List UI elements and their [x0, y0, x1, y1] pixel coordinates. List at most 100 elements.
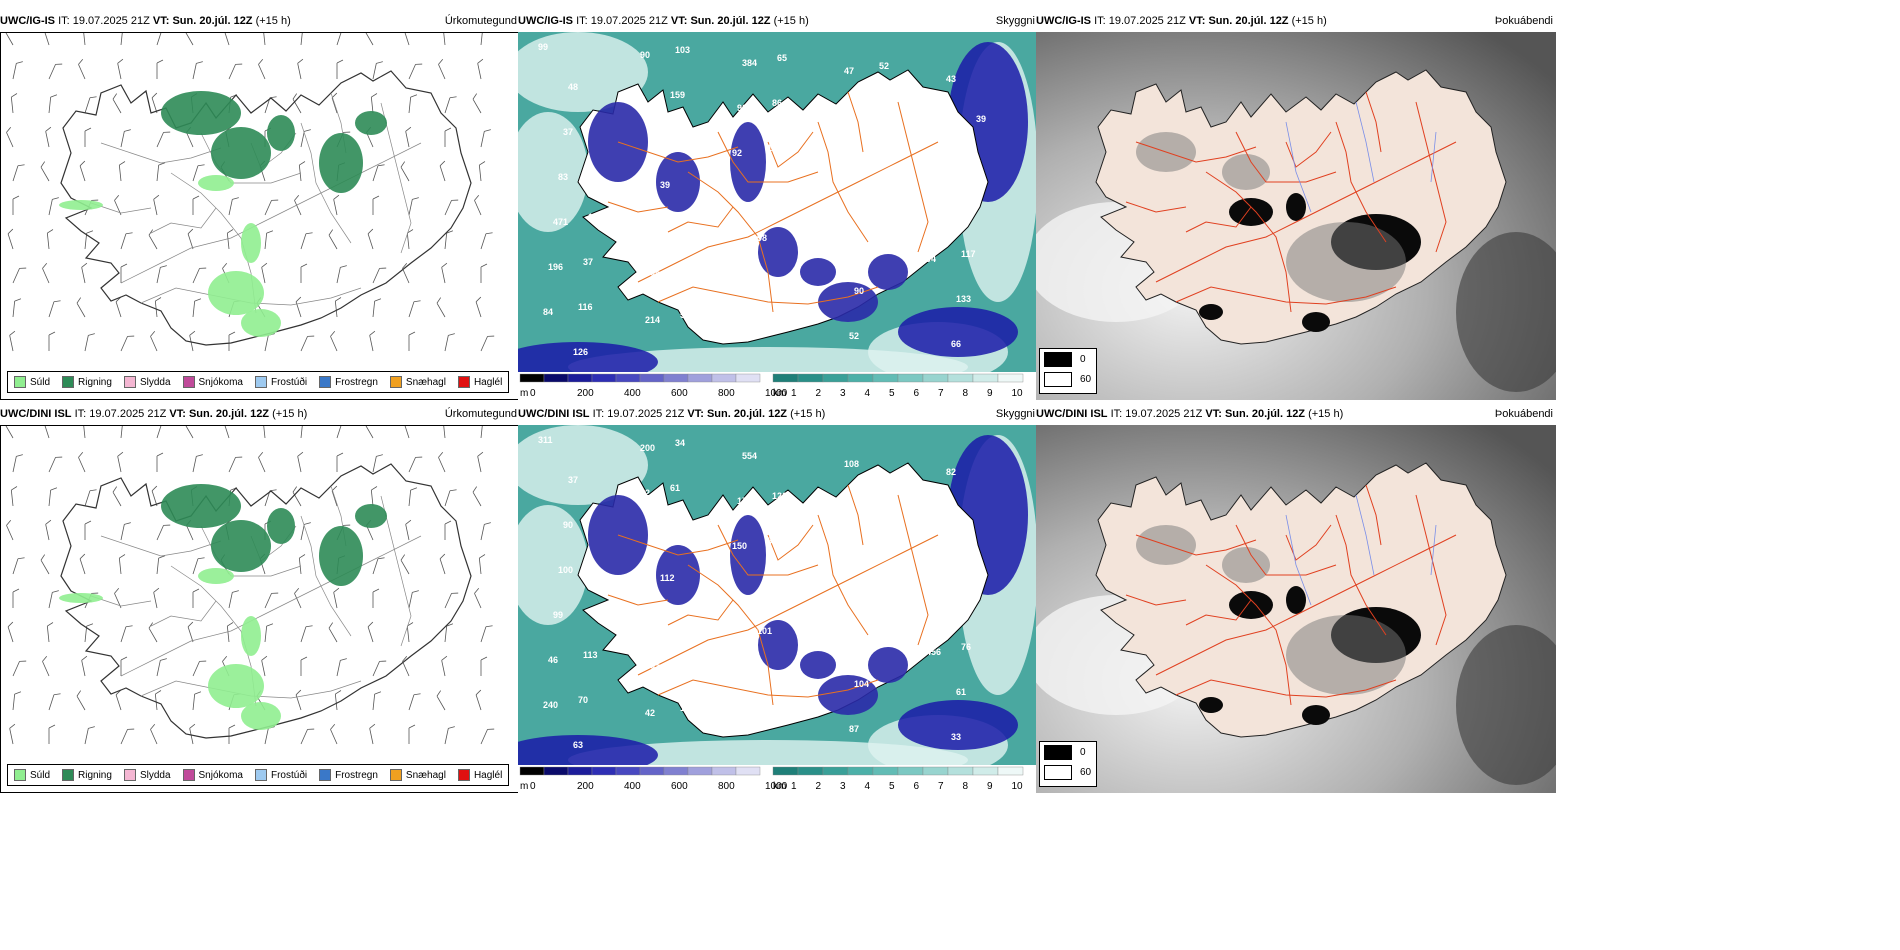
valid-time: Sun. 20.júl. 12Z	[1224, 408, 1306, 420]
legend-item-slydda: Slydda	[123, 769, 171, 781]
height-tick: 0	[530, 781, 536, 792]
init-time: 19.07.2025 21Z	[607, 408, 685, 420]
legend-swatch	[14, 376, 26, 388]
model-name: UWC/IG-IS	[0, 15, 55, 27]
distance-tick: 6	[914, 388, 920, 399]
legend-label: Snæhagl	[405, 376, 446, 388]
distance-tick: 4	[865, 388, 871, 399]
visibility-label: 82	[859, 241, 869, 251]
precip-legend: Súld Rigning Slydda Snjókoma Frostúði Frostre…	[7, 764, 510, 786]
legend-label: Haglél	[473, 769, 503, 781]
visibility-map: 311 202 150 240 456 240 200 174 118 40 46 42 554 641 1…	[518, 425, 1038, 793]
iceland-visibility-map: 3112021502404562402001741184046425546411…	[518, 425, 1038, 793]
fog-map: 0 60	[1036, 32, 1556, 400]
legend-swatch	[389, 376, 402, 388]
init-time: 19.07.2025 21Z	[1108, 15, 1186, 27]
visibility-label: 52	[680, 310, 690, 320]
visibility-label: 119	[859, 634, 874, 644]
legend-label: Haglél	[473, 376, 503, 388]
visibility-label: 554	[742, 451, 757, 461]
height-unit: m	[520, 781, 528, 792]
visibility-label: 94	[966, 597, 976, 607]
fog-swatch	[1044, 351, 1072, 367]
visibility-label: 435	[936, 164, 951, 174]
valid-time: Sun. 20.júl. 12Z	[690, 15, 771, 27]
visibility-label: 114	[931, 209, 946, 219]
visibility-panel-bottom: UWC/DINI ISL IT: 19.07.2025 21Z VT: Sun.…	[518, 403, 1038, 793]
panel-title: Þokuábendi	[1494, 408, 1553, 420]
visibility-label: 150	[732, 541, 747, 551]
visibility-label: 117	[961, 249, 976, 259]
visibility-label: 141	[588, 212, 603, 222]
fog-swatch	[1044, 764, 1072, 780]
legend-swatch	[457, 769, 470, 781]
distance-tick: 10	[1012, 388, 1024, 399]
visibility-label: 33	[951, 732, 961, 742]
visibility-label: 39	[976, 114, 986, 124]
visibility-label: 59	[782, 318, 792, 328]
panel-title: Þokuábendi	[1494, 15, 1553, 27]
legend-swatch	[319, 769, 332, 781]
fog-legend-item: 0	[1040, 349, 1096, 369]
legend-item-haglél: Haglél	[457, 769, 503, 781]
visibility-label: 159	[670, 90, 685, 100]
visibility-label: 83	[941, 512, 951, 522]
visibility-label: 40	[931, 602, 941, 612]
legend-swatch	[254, 376, 267, 388]
visibility-label: 103	[675, 45, 690, 55]
fog-legend-label: 60	[1080, 373, 1092, 385]
legend-item-súld: Súld	[14, 769, 50, 781]
panel-title: Skyggni	[995, 15, 1035, 27]
visibility-label: 378	[864, 196, 879, 206]
height-tick: 600	[671, 781, 688, 792]
legend-item-frostúði: Frostúði	[254, 376, 307, 388]
visibility-label: 100	[558, 565, 573, 575]
panel-header: UWC/DINI ISL IT: 19.07.2025 21Z VT: Sun.…	[1036, 403, 1556, 425]
visibility-label: 198	[767, 143, 782, 153]
legend-label: Slydda	[139, 376, 171, 388]
visibility-label: 126	[573, 347, 588, 357]
lead-time: (+15 h)	[1308, 408, 1344, 420]
legend-label: Slydda	[139, 769, 171, 781]
legend-label: Rigning	[78, 376, 112, 388]
precip-map: Súld Rigning Slydda Snjókoma Frostúði Frostre…	[0, 425, 520, 793]
visibility-label: 90	[563, 520, 573, 530]
fog-legend-label: 0	[1080, 353, 1086, 365]
distance-tick: 1	[791, 388, 797, 399]
visibility-label: 46	[548, 655, 558, 665]
distance-tick: 5	[889, 388, 895, 399]
panel-header: UWC/IG-IS IT: 19.07.2025 21Z VT: Sun. 20…	[0, 10, 520, 32]
visibility-label: 118	[834, 549, 849, 559]
legend-item-frostúði: Frostúði	[254, 769, 307, 781]
visibility-label: 61	[670, 483, 680, 493]
visibility-label: 40	[665, 528, 675, 538]
distance-tick: 7	[938, 388, 944, 399]
distance-tick: 3	[840, 781, 846, 792]
legend-item-snjókoma: Snjókoma	[182, 376, 243, 388]
panel-title: Úrkomutegund	[444, 15, 517, 27]
visibility-label: 43	[946, 74, 956, 84]
legend-label: Snjókoma	[198, 769, 243, 781]
legend-swatch	[62, 376, 75, 388]
legend-label: Snjókoma	[198, 376, 243, 388]
visibility-label: 57	[762, 581, 772, 591]
legend-item-frostregn: Frostregn	[319, 376, 378, 388]
height-tick: 200	[577, 781, 594, 792]
visibility-label: 75	[685, 265, 695, 275]
visibility-label: 104	[854, 679, 869, 689]
visibility-label: 66	[951, 339, 961, 349]
visibility-label: 202	[635, 488, 650, 498]
visibility-label: 34	[675, 438, 685, 448]
visibility-label: 102	[936, 557, 951, 567]
height-tick: 800	[718, 388, 735, 399]
valid-time: Sun. 20.júl. 12Z	[172, 15, 253, 27]
fog-legend-label: 0	[1080, 746, 1086, 758]
lead-time: (+15 h)	[255, 15, 291, 27]
visibility-label: 200	[640, 443, 655, 453]
visibility-label: 41	[869, 151, 879, 161]
height-tick: 1000	[765, 781, 788, 792]
distance-tick: 8	[963, 781, 969, 792]
fog-panel-top: UWC/IG-IS IT: 19.07.2025 21Z VT: Sun. 20…	[1036, 10, 1556, 400]
panel-header: UWC/IG-IS IT: 19.07.2025 21Z VT: Sun. 20…	[518, 10, 1038, 32]
